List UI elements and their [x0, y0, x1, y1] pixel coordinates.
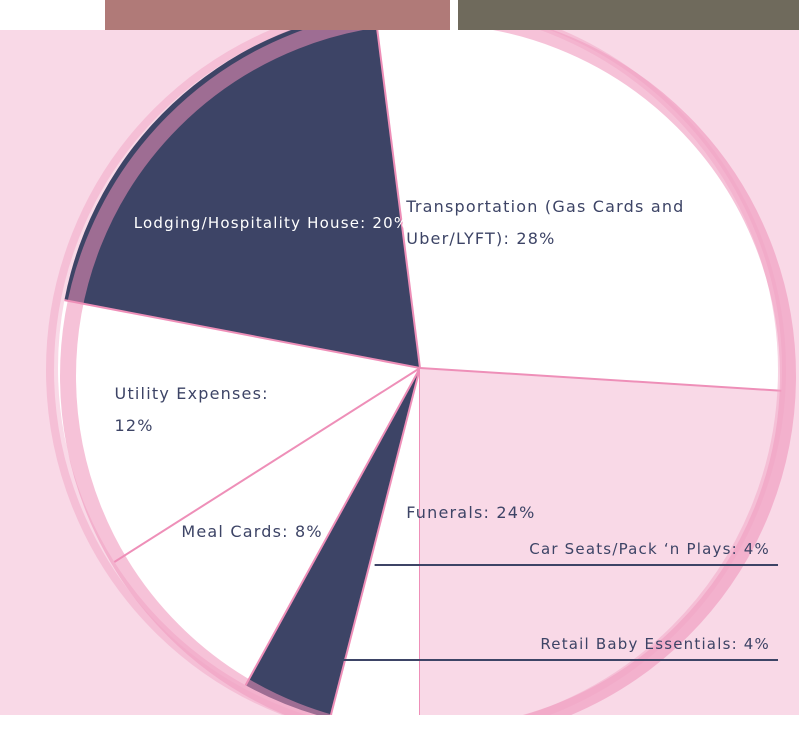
slice-label: Utility Expenses: 12% [115, 378, 285, 442]
photo-strip [105, 0, 450, 30]
slice-label: Lodging/Hospitality House: 20% [134, 212, 434, 234]
page: Car Seats/Pack ‘n Plays: 4% Retail Baby E… [0, 0, 799, 740]
slice-label: Car Seats/Pack ‘n Plays: 4% [529, 539, 770, 559]
chart [0, 0, 799, 740]
slice-label: Transportation (Gas Cards and Uber/LYFT)… [406, 191, 706, 255]
slice-label: Retail Baby Essentials: 4% [540, 634, 770, 654]
slice-label: Funerals: 24% [406, 497, 706, 529]
photo-strip [458, 0, 799, 30]
slice-label: Meal Cards: 8% [181, 516, 351, 548]
